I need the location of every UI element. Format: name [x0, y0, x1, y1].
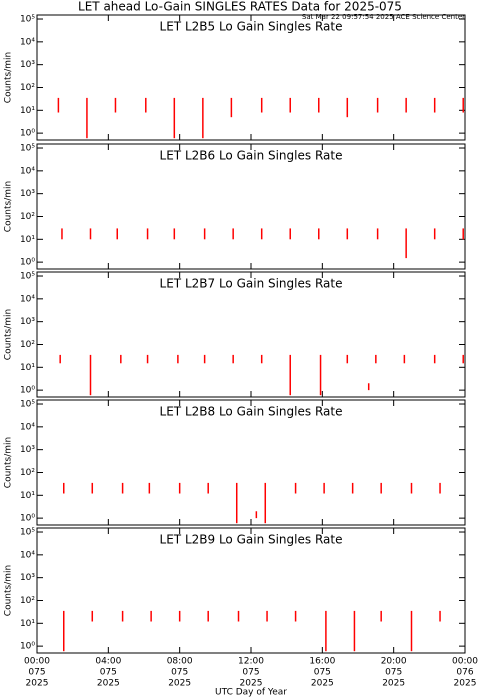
x-tick-label: 00:00	[24, 657, 50, 667]
y-axis-label: Counts/min	[4, 52, 14, 103]
y-tick-label: 10¹	[20, 619, 35, 629]
y-axis-label: Counts/min	[4, 309, 14, 360]
panel-title: LET L2B9 Lo Gain Singles Rate	[160, 533, 343, 547]
y-tick-label: 10³	[20, 60, 35, 70]
y-tick-label: 10⁴	[20, 37, 35, 47]
y-tick-label: 10⁰	[20, 129, 35, 139]
y-tick-label: 10²	[20, 340, 35, 350]
y-tick-label: 10²	[20, 596, 35, 606]
y-tick-label: 10³	[20, 445, 35, 455]
y-tick-label: 10³	[20, 317, 35, 327]
x-tick-day: 075	[28, 668, 45, 678]
plot-frame	[36, 14, 466, 141]
x-tick-year: 2025	[97, 679, 120, 689]
y-tick-label: 10⁴	[20, 550, 35, 560]
x-axis-label: UTC Day of Year	[215, 688, 287, 698]
x-tick-year: 2025	[168, 679, 191, 689]
panel-title: LET L2B6 Lo Gain Singles Rate	[160, 149, 343, 163]
x-tick-label: 16:00	[309, 657, 335, 667]
x-tick-year: 2025	[454, 679, 477, 689]
y-tick-label: 10²	[20, 212, 35, 222]
y-tick-label: 10⁵	[20, 15, 35, 25]
x-tick-day: 075	[314, 668, 331, 678]
x-tick-day: 075	[385, 668, 402, 678]
y-tick-label: 10¹	[20, 363, 35, 373]
plot-frame	[36, 143, 466, 270]
panel-title: LET L2B8 Lo Gain Singles Rate	[160, 405, 343, 419]
y-tick-label: 10⁰	[20, 386, 35, 396]
x-tick-year: 2025	[311, 679, 334, 689]
y-tick-label: 10⁵	[20, 272, 35, 282]
y-tick-label: 10³	[20, 573, 35, 583]
y-tick-label: 10³	[20, 189, 35, 199]
x-tick-label: 12:00	[238, 657, 264, 667]
y-tick-label: 10¹	[20, 106, 35, 116]
y-tick-label: 10²	[20, 83, 35, 93]
x-tick-label: 04:00	[95, 657, 121, 667]
x-tick-label: 20:00	[381, 657, 407, 667]
y-axis-label: Counts/min	[4, 437, 14, 488]
page-title: LET ahead Lo-Gain SINGLES RATES Data for…	[78, 0, 402, 14]
y-tick-label: 10¹	[20, 491, 35, 501]
x-tick-year: 2025	[240, 679, 263, 689]
plot-frame	[36, 527, 466, 654]
x-tick-year: 2025	[26, 679, 49, 689]
x-tick-day: 076	[456, 668, 473, 678]
y-tick-label: 10⁴	[20, 422, 35, 432]
y-tick-label: 10⁴	[20, 166, 35, 176]
y-tick-label: 10⁰	[20, 258, 35, 268]
y-tick-label: 10⁵	[20, 400, 35, 410]
panel-title: LET L2B7 Lo Gain Singles Rate	[160, 277, 343, 291]
x-tick-day: 075	[171, 668, 188, 678]
x-tick-day: 075	[242, 668, 259, 678]
x-tick-day: 075	[100, 668, 117, 678]
plot-frame	[36, 271, 466, 398]
x-tick-year: 2025	[382, 679, 405, 689]
y-tick-label: 10⁰	[20, 514, 35, 524]
y-axis-label: Counts/min	[4, 565, 14, 616]
timestamp: Sat Mar 22 09:57:54 2025 ACE Science Cen…	[302, 13, 465, 21]
y-tick-label: 10¹	[20, 235, 35, 245]
x-tick-label: 00:00	[452, 657, 478, 667]
y-tick-label: 10⁵	[20, 144, 35, 154]
y-tick-label: 10⁵	[20, 528, 35, 538]
y-tick-label: 10⁰	[20, 642, 35, 652]
y-tick-label: 10⁴	[20, 294, 35, 304]
y-tick-label: 10²	[20, 468, 35, 478]
y-axis-label: Counts/min	[4, 181, 14, 232]
plot-frame	[36, 399, 466, 526]
panel-title: LET L2B5 Lo Gain Singles Rate	[160, 20, 343, 34]
x-tick-label: 08:00	[167, 657, 193, 667]
